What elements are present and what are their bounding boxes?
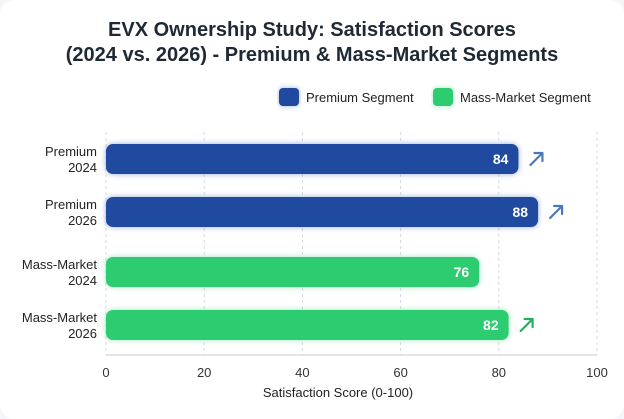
bar-value-label-2: 76	[454, 264, 470, 280]
bar-value-label-1: 88	[513, 204, 529, 220]
bar-3	[106, 310, 509, 340]
chart-title-line2: (2024 vs. 2026) - Premium & Mass-Market …	[65, 44, 559, 66]
x-tick-label-4: 80	[492, 365, 506, 380]
x-tick-label-5: 100	[586, 365, 608, 380]
x-tick-label-2: 40	[295, 365, 309, 380]
legend-swatch-0	[279, 88, 299, 106]
chart-title: EVX Ownership Study: Satisfaction Scores…	[0, 18, 624, 68]
category-label-3-line2: 2026	[68, 326, 97, 341]
chart-title-line1: EVX Ownership Study: Satisfaction Scores	[108, 19, 516, 41]
category-label-2-line1: Mass-Market	[22, 257, 98, 272]
category-label-0-line1: Premium	[45, 144, 97, 159]
trend-arrow-icon-3	[519, 317, 534, 333]
category-label-2-line2: 2024	[68, 273, 97, 288]
category-label-3-line1: Mass-Market	[22, 310, 98, 325]
trend-arrow-icon-1	[548, 204, 564, 220]
bar-value-label-3: 82	[483, 317, 499, 333]
x-axis-label: Satisfaction Score (0-100)	[263, 385, 413, 400]
category-label-1-line1: Premium	[45, 197, 97, 212]
category-label-1-line2: 2026	[68, 213, 97, 228]
x-tick-label-0: 0	[102, 365, 109, 380]
bar-value-label-0: 84	[493, 151, 509, 167]
x-tick-label-1: 20	[197, 365, 211, 380]
category-label-0-line2: 2024	[68, 160, 97, 175]
legend-label-0: Premium Segment	[306, 90, 414, 105]
legend-swatch-1	[433, 88, 453, 106]
bar-1	[106, 197, 539, 227]
bar-0	[106, 144, 519, 174]
bar-2	[106, 257, 480, 287]
trend-arrow-icon-0	[529, 151, 544, 167]
x-tick-label-3: 60	[393, 365, 407, 380]
legend-label-1: Mass-Market Segment	[460, 90, 591, 105]
